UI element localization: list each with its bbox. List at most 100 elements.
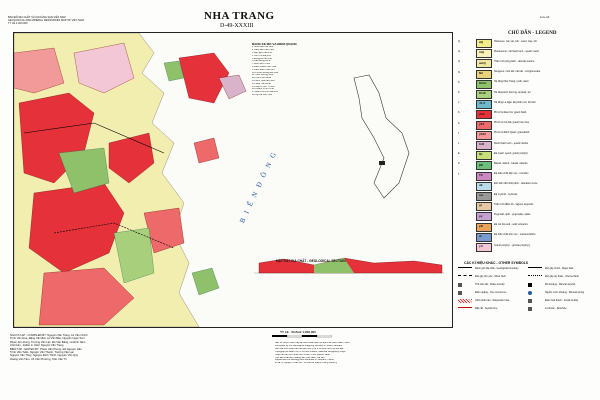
- legend-item: K K2nc Hệ tầng Nha Trang: ryolit, dacit: [458, 79, 596, 89]
- legend-text: Granit porphyr - granite porphyry: [494, 243, 531, 247]
- legend-age: Q: [458, 40, 460, 43]
- legend-swatch: [476, 49, 492, 59]
- symbol-text: Mỏ khoáng - Mineral deposit: [545, 283, 576, 286]
- symbol-text: Thế nằm đá - Strike and dip: [475, 283, 505, 286]
- legend-item: ms Đá mylonit - mylonite: [458, 191, 596, 201]
- scale-bar: [272, 335, 332, 338]
- note-line: Nền địa hình theo bản đồ địa hình tỷ lệ …: [275, 347, 344, 350]
- symbol-text: Mặt cắt - Section line: [475, 307, 498, 310]
- note-line: Cục Địa chất và Khoáng sản Việt Nam, Hà …: [275, 356, 325, 359]
- legend-age: K: [458, 121, 460, 125]
- legend-age: J: [458, 101, 460, 105]
- legend-text: Trầm tích đầm hồ - lagoon deposits: [494, 202, 534, 206]
- legend-item: pγ Pegmatit, aplit - pegmatite, aplite: [458, 211, 596, 222]
- legend-swatch: [476, 202, 492, 212]
- symbol-mark-circ: [528, 291, 532, 295]
- legend-swatch: [476, 161, 492, 171]
- legend-text: Neogene: cuội kết, cát kết - conglomerat…: [494, 70, 541, 74]
- volcanic-body-1: [58, 147, 110, 194]
- archive-stamp: Lưu số: [540, 15, 550, 19]
- legend-symbol: mQ: [479, 50, 485, 55]
- legend-text: Hệ tầng La Ngà: đá phiến sét, bột kết: [494, 100, 536, 104]
- symbol-item: Vành phân tán - Dispersion halo: [458, 298, 526, 304]
- symbol-text: Lỗ khoan - Borehole: [545, 307, 567, 310]
- legend-symbol: dk: [479, 183, 483, 188]
- table-row: 18 Mỹ Ca Cát Vừa: [252, 93, 272, 96]
- legend-swatch: [476, 222, 492, 232]
- symbol-mark-hatch: [458, 299, 472, 303]
- legend-text: Đới biến đổi nhiệt dịch - alteration zon…: [494, 182, 538, 186]
- section-profile: [258, 257, 443, 274]
- credit-line: BIÊN TẬP - EDITED BY: Phạm Văn Phong, Đỗ…: [10, 347, 82, 351]
- deposit-table: BẢNG KÊ MỎ VÀ ĐIỂM QUẶNG 1 Suối Dầu Cát …: [252, 43, 342, 97]
- legend-age: P: [458, 162, 460, 166]
- symbol-text: Điểm hóa thạch - Fossil locality: [545, 299, 579, 302]
- legend-item: K K1dl Hệ tầng Đơn Dương: andesit, tuf: [458, 89, 596, 99]
- legend-swatch: [476, 181, 492, 191]
- note-line: Bản đồ được thành lập tại Liên đoàn Bản …: [275, 342, 350, 344]
- legend-age: K: [458, 80, 460, 84]
- geological-map-frame[interactable]: B I Ể N Đ Ô N G BẢNG KÊ MỎ VÀ ĐIỂM QUẶNG…: [13, 32, 453, 328]
- legend-item: γπ Granit porphyr - granite porphyry: [458, 242, 596, 252]
- note-line: Department of Geology and Minerals of Vi…: [275, 359, 334, 362]
- table-row: 9 Cam Ranh Cát Lớn: [252, 68, 275, 71]
- legend-age: J: [458, 142, 460, 145]
- credit-line: Trịnh Văn Hòa, Đặng Văn Bát, Lê Văn Bảo,…: [10, 337, 85, 341]
- legend-swatch: [476, 39, 492, 48]
- credit-line: Nguyễn Văn Thuỷ, Nguyễn Đình Thịnh, Nguy…: [10, 354, 79, 358]
- table-row: 16 Khánh Vĩnh Pb Đ: [252, 88, 274, 91]
- symbol-item: Mỏ khoáng - Mineral deposit: [528, 282, 596, 288]
- island-small-1: [218, 74, 247, 100]
- legend-swatch: [476, 232, 492, 242]
- legend-text: Basalt, dolerit - basalt, dolerite: [494, 161, 528, 165]
- table-row: 8 Diên Khánh Sét Vừa: [252, 65, 276, 68]
- note-line: Topographic base from 1:50,000 sheets, N…: [275, 350, 346, 353]
- table-row: 6 Cầu Bóng Au Đ: [252, 60, 271, 63]
- note-line: Xuất bản lần thứ nhất năm 1998 - First e…: [275, 353, 330, 356]
- legend-symbol: K1dl: [479, 91, 486, 96]
- symbol-text: Vành phân tán - Dispersion halo: [475, 299, 510, 302]
- legend-age: E: [458, 152, 460, 156]
- table-row: 13 Ninh Hòa Sét Nhỏ: [252, 79, 275, 82]
- legend-item: al Đá biến chất khu vực - metamorphics: [458, 232, 596, 242]
- table-row: 5 Đồng Bò Sn Nhỏ: [252, 57, 272, 60]
- credit-line: Phạm Kim Dung, Trương Văn Lạc, Đỗ Văn Bằ…: [10, 340, 86, 344]
- vietnam-inset-outline: [353, 74, 410, 199]
- inset-location-box: [379, 161, 385, 165]
- legend-swatch: [476, 171, 492, 181]
- table-row: 17 Đảo Hòn Lớn Đá Lớn: [252, 91, 279, 94]
- legend-symbol: T3: [479, 172, 483, 177]
- volcanic-body-2: [113, 227, 155, 284]
- section-title: MẶT CẮT ĐỊA CHẤT - GEOLOGICAL SECTION: [276, 259, 346, 263]
- legend-symbol: γK2: [479, 111, 485, 116]
- symbol-text: Ranh giới địa chất - Geological boundary: [475, 267, 519, 270]
- symbol-mark-tick: [458, 283, 462, 287]
- legend-text: Phức hệ Cà Ná: granit hai mica: [494, 121, 529, 125]
- legend-swatch: [476, 90, 492, 99]
- legend-age: T: [458, 172, 460, 176]
- legend-age: Q: [458, 50, 460, 54]
- island-small-2: [163, 60, 185, 82]
- legend-swatch: [476, 110, 492, 120]
- symbol-text: Điểm quặng - Ore occurrence: [475, 291, 507, 294]
- legend-text: Hệ tầng Nha Trang: ryolit, dacit: [494, 80, 529, 84]
- legend-swatch: [476, 100, 492, 110]
- legend-symbol: amQ: [479, 60, 486, 65]
- granite-body-3: [38, 267, 135, 326]
- table-row: 11 Vĩnh Lương W Đ: [252, 74, 274, 77]
- legend-symbol: ρK: [479, 223, 484, 228]
- notes-block: Bản đồ được thành lập tại Liên đoàn Bản …: [275, 342, 455, 365]
- legend-item: dk Đới biến đổi nhiệt dịch - alteration z…: [458, 181, 596, 191]
- legend-item: gl Trầm tích đầm hồ - lagoon deposits: [458, 201, 596, 212]
- granite-body-5: [143, 207, 185, 254]
- legend-text: Đá biến chất khu vực - metamorphics: [494, 233, 536, 237]
- symbols-panel: Ranh giới địa chất - Geological boundary…: [458, 266, 596, 386]
- credit-line: Chủ biên - Editor in chief: Nguyễn Văn T…: [10, 344, 64, 348]
- legend-swatch: [476, 192, 492, 201]
- table-row: 2 Cam Lâm Sét Vừa: [252, 49, 274, 52]
- corner-line-3: TỶ LỆ 1:200.000: [8, 22, 28, 25]
